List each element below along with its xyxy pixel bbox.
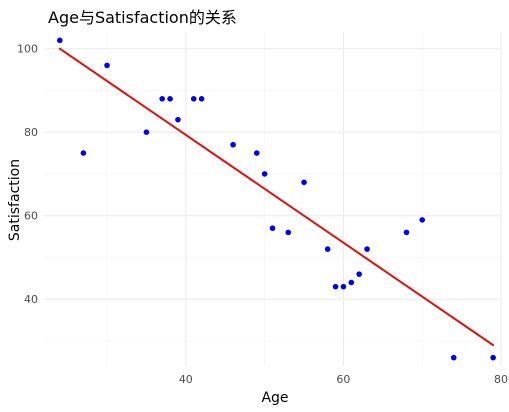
data-point [348,279,355,286]
x-axis-title: Age [261,390,288,406]
data-point [80,150,87,156]
data-point [285,229,292,236]
data-point [190,96,197,102]
y-tick-label: 100 [17,43,38,56]
data-point [269,225,276,232]
x-tick-label: 40 [179,373,193,386]
data-point [364,246,370,252]
y-axis-ticks: 40 60 80 100 [17,43,38,307]
data-point [253,150,260,156]
data-point [301,179,307,186]
data-point [230,141,236,148]
y-tick-label: 40 [24,293,38,306]
data-point [159,96,165,102]
data-point [332,283,339,290]
y-axis-title: Satisfaction [7,159,23,241]
x-axis-ticks: 40 60 80 [179,373,508,386]
y-tick-label: 80 [24,126,38,139]
points-group [56,37,496,361]
data-point [419,217,426,223]
data-point [198,96,205,102]
data-point [104,62,110,69]
x-tick-label: 60 [336,373,350,386]
y-tick-label: 60 [24,210,38,223]
regression-line [58,47,495,347]
data-point [340,283,347,290]
fit-line-group [58,47,495,347]
data-point [403,229,410,236]
data-point [261,171,268,177]
x-tick-label: 80 [494,373,508,386]
data-point [175,116,181,123]
data-point [143,129,150,135]
data-point [356,271,362,277]
data-point [167,96,173,102]
data-point [324,246,331,252]
chart-title: Age与Satisfaction的关系 [48,8,237,27]
data-point [450,354,457,361]
data-point [56,37,63,44]
data-point [490,354,496,361]
grid [44,32,502,366]
